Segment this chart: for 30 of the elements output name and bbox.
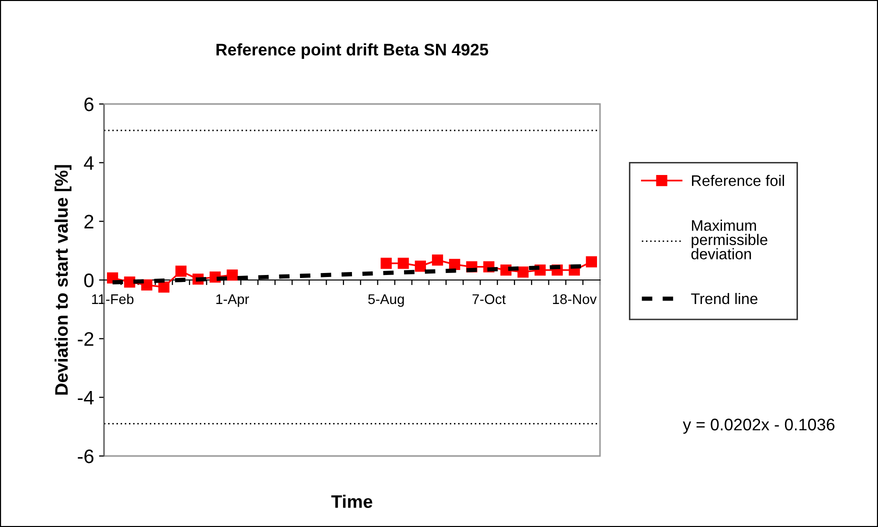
point bbox=[158, 281, 170, 293]
y-axis-title: Deviation to start value [%] bbox=[54, 165, 72, 395]
y-tick-label: 2 bbox=[84, 214, 94, 228]
legend-label: Trend line bbox=[691, 292, 758, 304]
y-tick-label: 0 bbox=[84, 273, 94, 288]
y-tick-label: 4 bbox=[84, 156, 94, 170]
x-tick-label: 1-Apr bbox=[216, 294, 250, 307]
x-axis-title: Time bbox=[331, 494, 372, 508]
y-tick-label: -2 bbox=[78, 332, 94, 346]
point bbox=[449, 258, 460, 270]
x-tick-label: 18-Nov bbox=[553, 294, 597, 304]
x-tick-label: 7-Oct bbox=[472, 294, 506, 304]
point bbox=[175, 266, 187, 277]
point bbox=[398, 258, 409, 269]
chart-title: Reference point drift Beta SN 4925 bbox=[216, 43, 488, 59]
text: y = 0.0202x - 0.1036 bbox=[682, 418, 834, 434]
point bbox=[432, 254, 444, 266]
point bbox=[141, 279, 152, 291]
point bbox=[414, 260, 426, 272]
y-tick-label: -4 bbox=[78, 391, 94, 404]
y-tick-label: -6 bbox=[78, 449, 94, 464]
point bbox=[124, 276, 136, 288]
y-tick-label: 6 bbox=[84, 97, 94, 112]
legend-label: Maximum permissible deviation bbox=[691, 220, 768, 260]
x-tick-label: 5-Aug bbox=[368, 294, 404, 307]
point bbox=[517, 266, 529, 278]
point bbox=[226, 269, 238, 281]
legend-label: Reference foil bbox=[692, 174, 784, 186]
point bbox=[380, 258, 392, 269]
point bbox=[586, 256, 598, 268]
